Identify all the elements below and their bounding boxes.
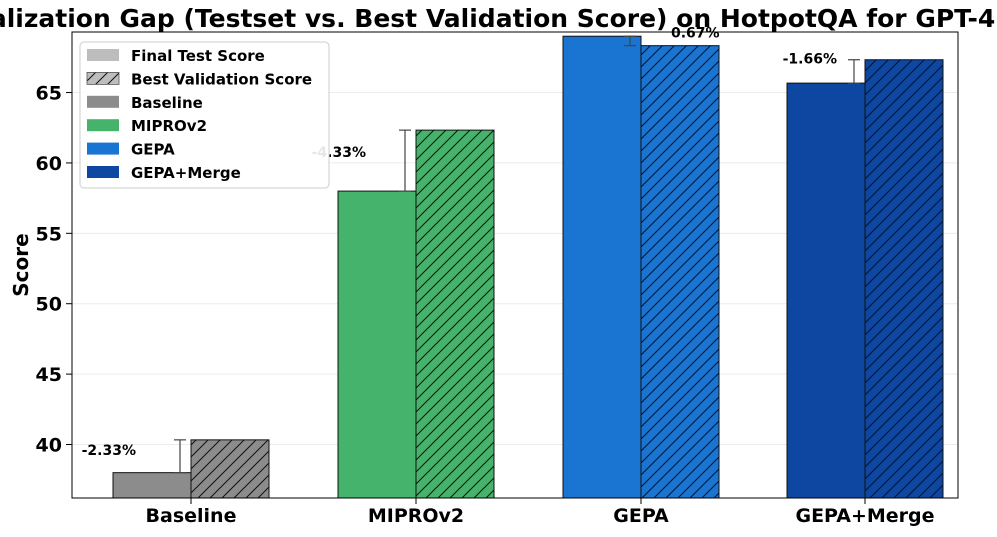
bar-final-test-1 (337, 190, 417, 499)
chart-title: Generalization Gap (Testset vs. Best Val… (0, 4, 997, 33)
gap-label-3: -1.66% (783, 52, 837, 68)
gap-label-0: -2.33% (82, 443, 136, 459)
bars (112, 35, 944, 499)
bar-final-test-0 (112, 472, 192, 499)
legend-label: MIPROv2 (131, 117, 207, 135)
x-tick-label: Baseline (146, 505, 237, 527)
error-bars (174, 35, 860, 474)
legend: Final Test Score Best Validation Score Bas… (79, 41, 330, 189)
y-tick-label: 60 (36, 153, 62, 175)
legend-label: Best Validation Score (131, 70, 312, 88)
bar-final-test-3 (786, 82, 866, 499)
legend-swatch (87, 142, 119, 155)
x-tick-label: MIPROv2 (368, 505, 464, 527)
bar-final-test-2 (562, 35, 642, 499)
y-tick-label: 55 (36, 223, 62, 245)
legend-label: GEPA (131, 141, 175, 159)
x-tick-label: GEPA (613, 505, 669, 527)
y-tick-label: 50 (36, 294, 62, 316)
x-tick-label: GEPA+Merge (795, 505, 934, 527)
y-tick-label: 40 (36, 435, 62, 457)
legend-swatch (87, 166, 119, 178)
y-axis: 40 45 50 55 60 65 (36, 83, 72, 457)
bar-best-validation-0 (190, 439, 270, 499)
bar-best-validation-3 (864, 59, 944, 499)
legend-swatch (87, 119, 119, 132)
y-axis-label: Score (9, 233, 33, 296)
plot-frame (71, 31, 959, 499)
gap-label-2: 0.67% (671, 26, 720, 42)
y-tick-label: 45 (36, 364, 62, 386)
legend-box (79, 41, 330, 189)
bar-best-validation-1 (415, 129, 495, 499)
legend-swatch (87, 95, 119, 108)
bar-best-validation-2 (640, 45, 720, 499)
legend-label: Final Test Score (131, 47, 265, 65)
legend-swatch (87, 49, 119, 61)
legend-swatch (86, 72, 120, 85)
legend-label: Baseline (131, 94, 203, 112)
legend-label: GEPA+Merge (131, 164, 241, 182)
x-axis: Baseline MIPROv2 GEPA GEPA+Merge (146, 498, 935, 527)
y-tick-label: 65 (36, 83, 62, 105)
